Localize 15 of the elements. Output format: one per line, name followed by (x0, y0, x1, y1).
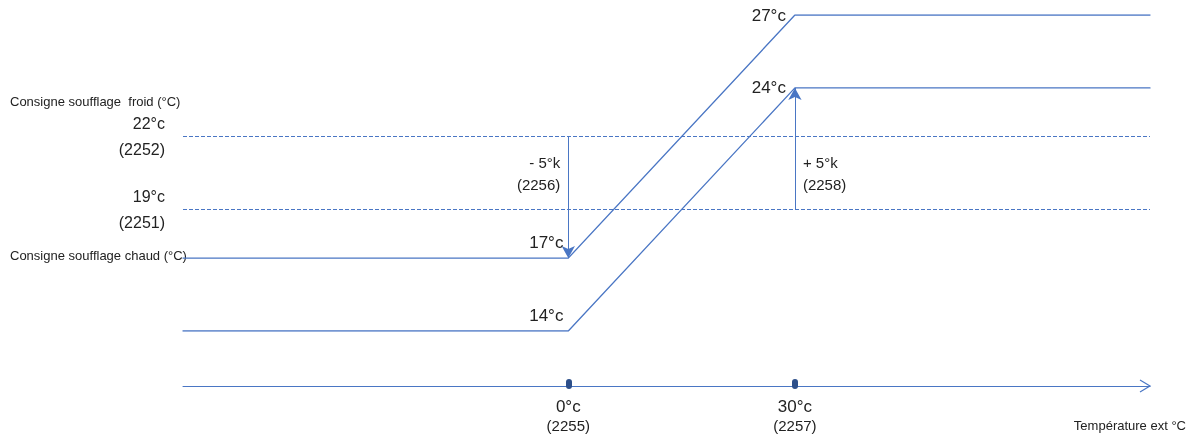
x-tick-label: 30°c (777, 397, 813, 416)
text: Consigne soufflage froid (°C) (10, 93, 181, 109)
annotation: + 5°k (2258) (802, 153, 847, 193)
text: (2257) (773, 417, 817, 434)
data-label: 17°c (529, 233, 564, 253)
annotation: Consigne soufflage chaud (°C) (10, 248, 187, 264)
x-tick-label: 0°c (555, 397, 582, 416)
data-label: 27°c (751, 5, 787, 25)
ref-line-label: 22°c (2252) (118, 115, 165, 159)
text: (2255) (546, 417, 590, 434)
data-label: 24°c (751, 78, 787, 98)
ref-line-label: 19°c (2251) (118, 187, 165, 231)
annotation: - 5°k (2256) (516, 153, 561, 193)
x-axis-title: Température ext °C (1073, 418, 1187, 433)
data-label: 14°c (529, 306, 564, 325)
